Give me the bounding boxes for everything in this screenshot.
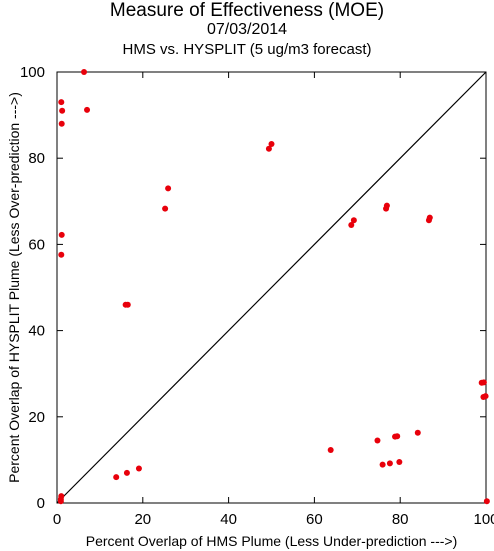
x-tick-label: 40 bbox=[220, 511, 237, 528]
data-point bbox=[350, 217, 357, 224]
y-tick-label: 20 bbox=[28, 409, 45, 426]
data-point bbox=[58, 99, 65, 106]
data-point bbox=[327, 446, 334, 453]
data-point bbox=[482, 393, 489, 400]
y-tick-labels: 0 20 40 60 80 100 bbox=[20, 64, 45, 512]
data-point bbox=[165, 185, 172, 192]
data-point bbox=[374, 437, 381, 444]
data-point bbox=[113, 474, 120, 481]
data-point bbox=[379, 461, 386, 468]
data-point bbox=[59, 107, 66, 114]
data-point bbox=[426, 214, 433, 221]
data-point bbox=[396, 459, 403, 466]
data-point bbox=[268, 140, 275, 147]
y-tick-label: 40 bbox=[28, 323, 45, 340]
data-point bbox=[123, 469, 130, 476]
data-point bbox=[57, 498, 64, 505]
data-point bbox=[483, 498, 490, 505]
chart-subtitle: HMS vs. HYSPLIT (5 ug/m3 forecast) bbox=[122, 41, 372, 58]
chart-date: 07/03/2014 bbox=[206, 21, 288, 38]
tick-marks bbox=[56, 71, 487, 504]
data-point bbox=[84, 106, 91, 113]
data-point bbox=[265, 145, 272, 152]
data-point bbox=[135, 465, 142, 472]
data-point bbox=[58, 251, 65, 258]
x-tick-label: 60 bbox=[306, 511, 323, 528]
data-point bbox=[58, 231, 65, 238]
data-point bbox=[478, 379, 485, 386]
y-axis-label: Percent Overlap of HYSPLIT Plume (Less O… bbox=[6, 92, 22, 483]
plot-frame bbox=[56, 71, 487, 504]
data-point bbox=[81, 69, 88, 75]
data-points bbox=[57, 69, 490, 505]
x-tick-label: 80 bbox=[392, 511, 409, 528]
data-point bbox=[58, 120, 65, 127]
chart-title: Measure of Effectiveness (MOE) bbox=[109, 0, 385, 21]
y-tick-label: 100 bbox=[20, 64, 45, 81]
data-point bbox=[348, 222, 355, 229]
x-tick-labels: 0 20 40 60 80 100 bbox=[53, 511, 494, 528]
data-point bbox=[162, 205, 169, 212]
data-point bbox=[386, 460, 393, 467]
data-point bbox=[124, 301, 131, 308]
x-tick-label: 20 bbox=[134, 511, 151, 528]
data-point bbox=[383, 202, 390, 209]
x-tick-label: 100 bbox=[473, 511, 494, 528]
reference-diagonal-line bbox=[56, 71, 487, 504]
data-point bbox=[394, 433, 401, 440]
y-tick-label: 0 bbox=[37, 495, 45, 512]
x-tick-label: 0 bbox=[53, 511, 61, 528]
x-axis-label: Percent Overlap of HMS Plume (Less Under… bbox=[86, 533, 458, 549]
data-point bbox=[414, 429, 421, 436]
y-tick-label: 60 bbox=[28, 236, 45, 253]
y-tick-label: 80 bbox=[28, 150, 45, 167]
